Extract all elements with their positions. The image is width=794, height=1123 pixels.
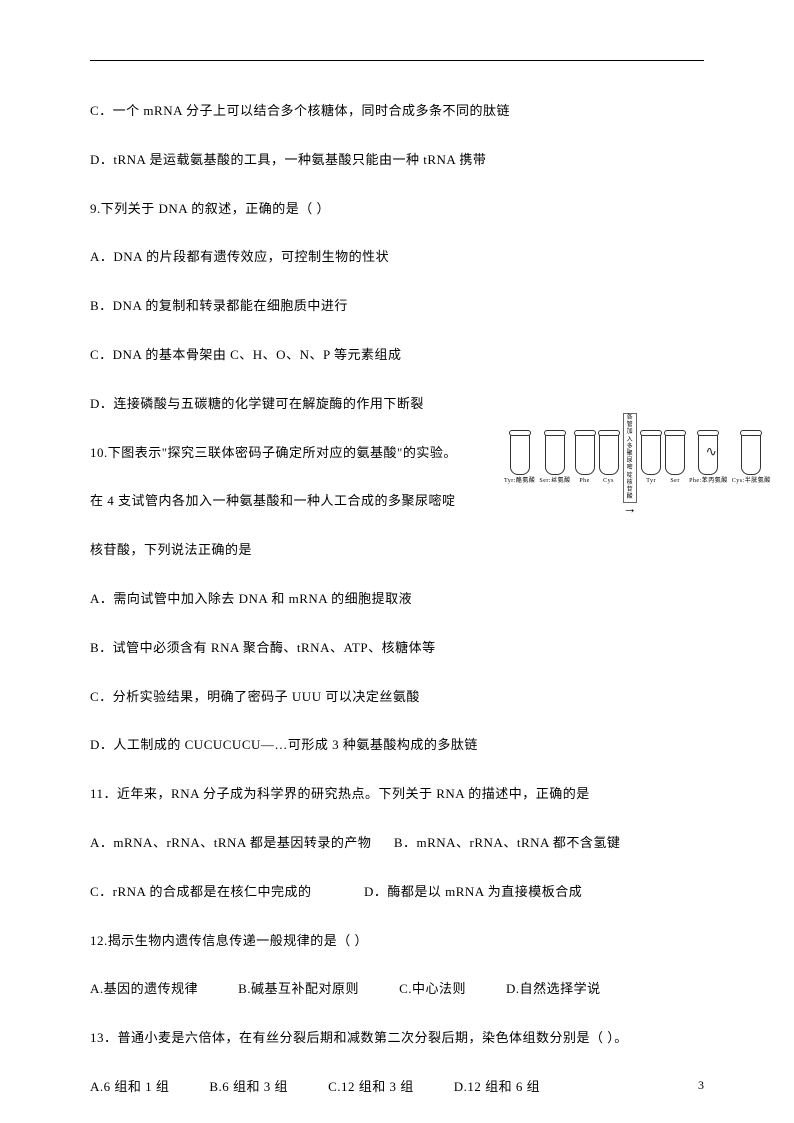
q12-option-c: C.中心法则 [399,979,466,1000]
figure-arrow: 各管加入多聚尿嘧啶核苷酸 → [623,444,638,486]
q11-option-b: B．mRNA、rRNA、tRNA 都不含氢键 [394,835,621,850]
page-number: 3 [698,1078,704,1093]
q9-option-c: C．DNA 的基本骨架由 C、H、O、N、P 等元素组成 [90,345,704,366]
q12-option-b: B.碱基互补配对原则 [238,979,359,1000]
q12-stem: 12.揭示生物内遗传信息传递一般规律的是（ ） [90,931,704,952]
q10-stem-1: 10.下图表示"探究三联体密码子确定所对应的氨基酸"的实验。 Tyr:酪氨酸 S… [90,443,704,464]
tube-left-4: Cys [599,433,619,487]
q9-option-b: B．DNA 的复制和转录都能在细胞质中进行 [90,296,704,317]
q11-option-c: C．rRNA 的合成都是在核仁中完成的 [90,884,311,899]
tube-right-4: Cys:半胱氨酸 [732,433,771,487]
q13-option-c: C.12 组和 3 组 [328,1077,414,1098]
tube-right-3: ∿ Phe:苯丙氨酸 [689,433,728,487]
q11-options-cd: C．rRNA 的合成都是在核仁中完成的 D．酶都是以 mRNA 为直接模板合成 [90,882,704,903]
arrow-icon: → [623,503,638,517]
tube-left-2: Ser:丝氨酸 [539,433,570,487]
tube-left-1: Tyr:酪氨酸 [504,433,535,487]
q13-stem: 13．普通小麦是六倍体，在有丝分裂后期和减数第二次分裂后期，染色体组数分别是（ … [90,1028,704,1049]
q11-option-a: A．mRNA、rRNA、tRNA 都是基因转录的产物 [90,835,371,850]
q10-option-b: B．试管中必须含有 RNA 聚合酶、tRNA、ATP、核糖体等 [90,638,704,659]
q11-options-ab: A．mRNA、rRNA、tRNA 都是基因转录的产物 B．mRNA、rRNA、t… [90,833,704,854]
q8-option-c: C．一个 mRNA 分子上可以结合多个核糖体，同时合成多条不同的肽链 [90,101,704,122]
q10-stem-1-text: 10.下图表示"探究三联体密码子确定所对应的氨基酸"的实验。 [90,445,457,460]
q12-option-a: A.基因的遗传规律 [90,979,198,1000]
q10-option-c: C．分析实验结果，明确了密码子 UUU 可以决定丝氨酸 [90,687,704,708]
q13-option-b: B.6 组和 3 组 [209,1077,288,1098]
q13-option-a: A.6 组和 1 组 [90,1077,169,1098]
q12-options: A.基因的遗传规律 B.碱基互补配对原则 C.中心法则 D.自然选择学说 [90,979,704,1000]
q10-option-d: D．人工制成的 CUCUCUCU—…可形成 3 种氨基酸构成的多肽链 [90,735,704,756]
tube-right-2: Ser [665,433,685,487]
q13-options: A.6 组和 1 组 B.6 组和 3 组 C.12 组和 3 组 D.12 组… [90,1077,704,1098]
q10-stem-3: 核苷酸，下列说法正确的是 [90,540,704,561]
q10-option-a: A．需向试管中加入除去 DNA 和 mRNA 的细胞提取液 [90,589,704,610]
top-rule [90,60,704,61]
q8-option-d: D．tRNA 是运载氨基酸的工具，一种氨基酸只能由一种 tRNA 携带 [90,150,704,171]
q9-option-a: A．DNA 的片段都有遗传效应，可控制生物的性状 [90,247,704,268]
q10-figure: Tyr:酪氨酸 Ser:丝氨酸 Phe Cys 各管加入多聚尿嘧啶核苷酸 → [504,433,714,513]
q12-option-d: D.自然选择学说 [506,979,601,1000]
tube-left-3: Phe [575,433,595,487]
q9-option-d: D．连接磷酸与五碳糖的化学键可在解旋酶的作用下断裂 [90,394,704,415]
tube-right-1: Tyr [641,433,661,487]
q9-stem: 9.下列关于 DNA 的叙述，正确的是（ ） [90,199,704,220]
q11-stem: 11．近年来，RNA 分子成为科学界的研究热点。下列关于 RNA 的描述中，正确… [90,784,704,805]
q13-option-d: D.12 组和 6 组 [454,1077,540,1098]
q11-option-d: D．酶都是以 mRNA 为直接模板合成 [364,884,582,899]
